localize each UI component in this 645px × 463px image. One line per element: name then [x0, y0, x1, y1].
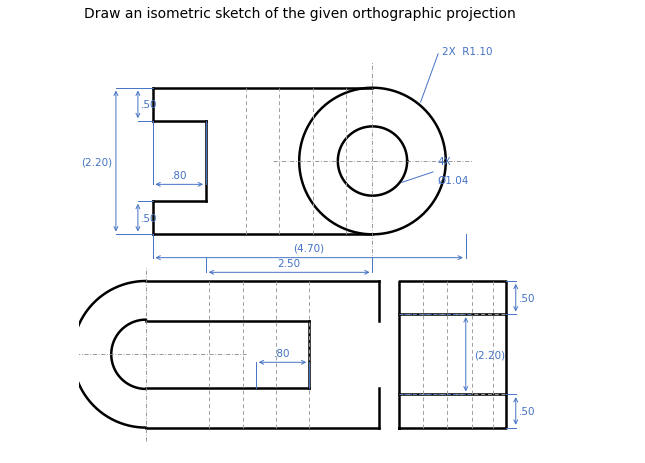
Text: (2.20): (2.20): [81, 156, 113, 167]
Text: (4.70): (4.70): [293, 244, 324, 253]
Text: Ø1.04: Ø1.04: [438, 175, 469, 185]
Text: Draw an isometric sketch of the given orthographic projection: Draw an isometric sketch of the given or…: [84, 6, 516, 21]
Text: (2.20): (2.20): [474, 350, 505, 359]
Text: .50: .50: [519, 293, 535, 303]
Text: .50: .50: [141, 213, 157, 223]
Text: 4X: 4X: [438, 156, 452, 167]
Text: 2X  R1.10: 2X R1.10: [442, 47, 493, 57]
Text: .50: .50: [141, 100, 157, 110]
Text: .80: .80: [274, 348, 291, 358]
Text: 2.50: 2.50: [277, 258, 301, 268]
Text: .50: .50: [519, 406, 535, 416]
Text: .80: .80: [171, 170, 188, 180]
